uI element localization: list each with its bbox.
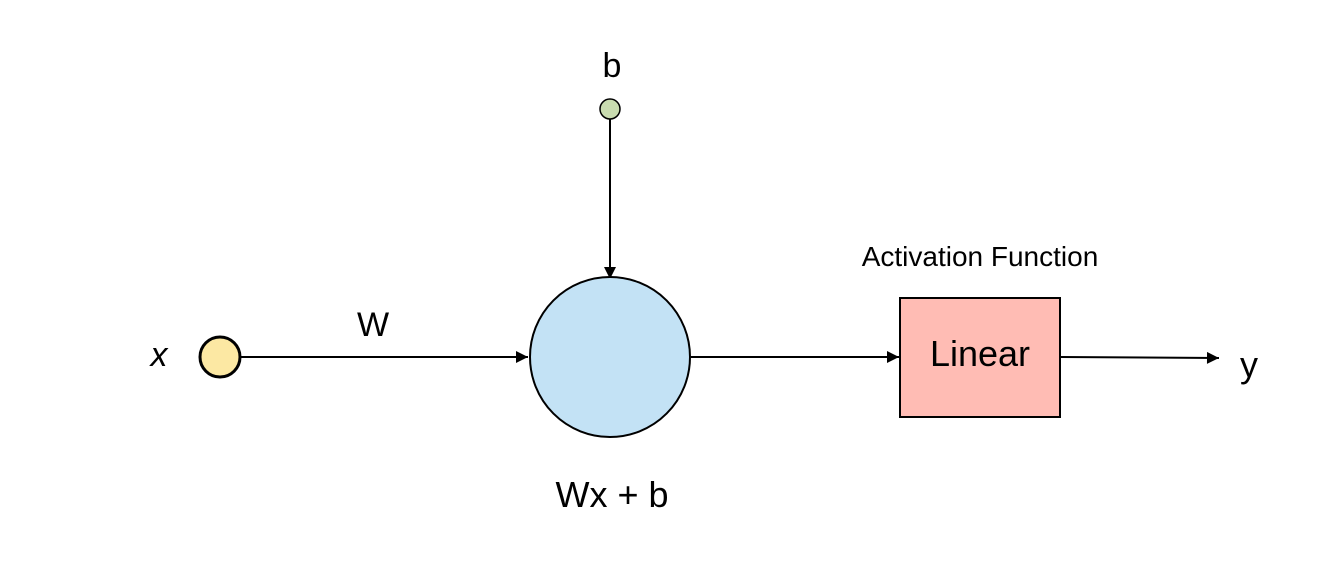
output-label: y	[1240, 344, 1258, 385]
neuron-node	[529, 276, 691, 438]
activation-box	[899, 297, 1061, 418]
bias-label: b	[603, 47, 622, 85]
bias-node	[599, 98, 621, 120]
weight-label: W	[357, 306, 389, 344]
activation-label: Linear	[930, 333, 1030, 374]
input-label: x	[149, 336, 169, 374]
edge-activation-to-output	[1059, 351, 1220, 364]
neuron-formula: Wx + b	[555, 474, 668, 515]
activation-title: Activation Function	[862, 241, 1099, 272]
input-node	[198, 335, 242, 379]
